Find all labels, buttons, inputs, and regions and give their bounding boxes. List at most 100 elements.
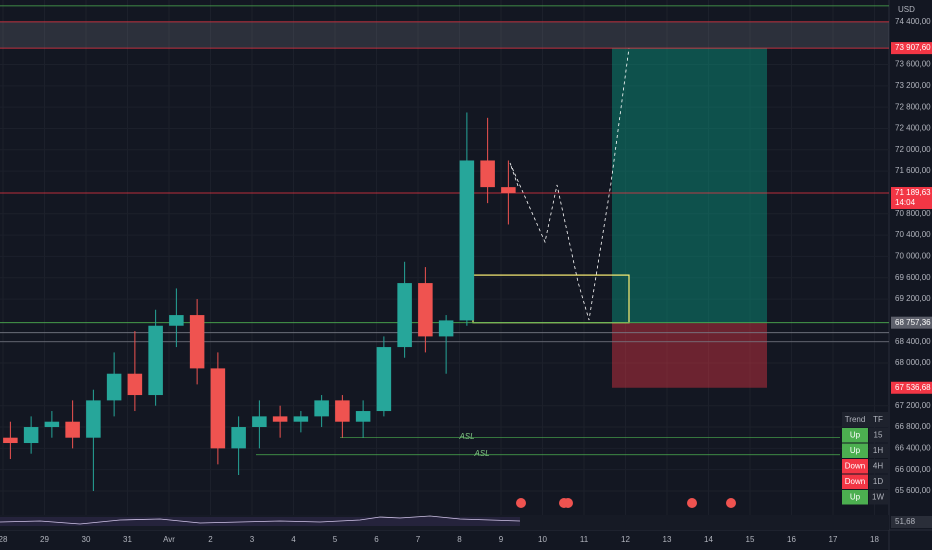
trend-cell — [842, 490, 868, 505]
candle-body — [314, 400, 329, 417]
tf-cell — [869, 490, 888, 505]
table-header: TF — [873, 415, 883, 424]
y-tick-label: 68 400,00 — [895, 337, 931, 346]
y-tick-label: 70 000,00 — [895, 252, 931, 261]
tf-value: 1H — [873, 446, 883, 455]
event-icon — [563, 498, 573, 508]
y-tick-label: 74 400,00 — [895, 17, 931, 26]
x-tick-label: 28 — [0, 535, 8, 544]
y-tick-label: 65 600,00 — [895, 486, 931, 495]
event-icon — [726, 498, 736, 508]
candle-body — [148, 325, 163, 396]
candle-body — [418, 283, 433, 337]
trend-cell — [842, 428, 868, 443]
price-tag — [891, 316, 932, 329]
y-tick-label: 69 600,00 — [895, 273, 931, 282]
x-tick-label: 5 — [333, 535, 338, 544]
candle-body — [23, 427, 39, 444]
x-tick-label: 8 — [457, 535, 462, 544]
candle-body — [65, 421, 80, 438]
price-tag-time: 14:04 — [895, 198, 916, 207]
tf-cell — [869, 428, 888, 443]
price-tag — [891, 42, 932, 55]
asl-label: ASL — [473, 449, 489, 458]
x-tick-label: 31 — [123, 535, 132, 544]
candle-body — [3, 437, 18, 444]
tf-cell — [869, 474, 888, 489]
trend-value: Down — [845, 477, 865, 486]
candle-body — [293, 416, 309, 422]
y-tick-label: 66 800,00 — [895, 422, 931, 431]
projection-path — [509, 47, 630, 321]
currency-label: USD — [898, 5, 915, 14]
y-tick-label: 67 200,00 — [895, 401, 931, 410]
candle-body — [355, 411, 371, 422]
tf-cell — [869, 459, 888, 474]
x-tick-label: 14 — [704, 535, 713, 544]
trend-cell — [842, 443, 868, 458]
x-tick-label: 10 — [538, 535, 547, 544]
candle-body — [169, 315, 184, 326]
candle-body — [272, 416, 288, 422]
tf-value: 15 — [874, 430, 883, 439]
x-tick-label: 2 — [208, 535, 213, 544]
position-target — [612, 48, 767, 323]
x-tick-label: 18 — [870, 535, 879, 544]
y-tick-label: 72 800,00 — [895, 102, 931, 111]
trend-value: Up — [850, 446, 861, 455]
price-tag-label: 73 907,60 — [895, 43, 931, 52]
x-tick-label: 3 — [250, 535, 255, 544]
y-tick-label: 68 000,00 — [895, 358, 931, 367]
candle-body — [480, 160, 495, 188]
event-icon — [516, 498, 526, 508]
position-stop — [612, 322, 767, 388]
price-tag — [891, 187, 932, 210]
x-tick-label: 7 — [416, 535, 421, 544]
price-tag-label: 68 757,36 — [895, 318, 931, 327]
y-tick-label: 71 600,00 — [895, 166, 931, 175]
x-tick-label: 17 — [829, 535, 838, 544]
trend-value: Down — [845, 461, 865, 470]
price-tag — [891, 381, 932, 394]
trend-cell — [842, 459, 868, 474]
candle-body — [210, 368, 226, 449]
rsi-line — [0, 515, 521, 525]
tf-value: 1W — [872, 492, 884, 501]
candle-body — [397, 283, 412, 348]
x-tick-label: 12 — [621, 535, 630, 544]
candle-body — [106, 373, 122, 401]
resistance-band — [0, 21, 889, 49]
y-tick-label: 72 400,00 — [895, 124, 931, 133]
candle-body — [376, 347, 392, 412]
x-tick-label: Avr — [163, 535, 175, 544]
candle-body — [189, 315, 205, 369]
x-tick-label: 11 — [580, 535, 589, 544]
price-tag-label: 71 189,63 — [895, 188, 931, 197]
y-tick-label: 66 000,00 — [895, 465, 931, 474]
candle-body — [127, 373, 143, 396]
candle-body — [335, 400, 350, 422]
candle-body — [86, 400, 101, 438]
x-tick-label: 30 — [82, 535, 91, 544]
price-tag-label: 67 536,68 — [895, 383, 931, 392]
trend-value: Up — [850, 492, 861, 501]
candle-body — [501, 187, 516, 194]
x-tick-label: 9 — [499, 535, 504, 544]
trend-cell — [842, 474, 868, 489]
table-header: Trend — [845, 415, 866, 424]
x-tick-label: 15 — [746, 535, 755, 544]
candle-body — [438, 320, 454, 337]
candle-body — [459, 160, 475, 321]
x-tick-label: 4 — [291, 535, 296, 544]
rsi-label: 51,68 — [895, 517, 916, 526]
tf-value: 4H — [873, 461, 883, 470]
y-tick-label: 73 200,00 — [895, 81, 931, 90]
tf-value: 1D — [873, 477, 883, 486]
event-icon — [687, 498, 697, 508]
x-tick-label: 6 — [374, 535, 379, 544]
candle-body — [252, 416, 267, 428]
table-header-bg — [842, 412, 888, 428]
tf-cell — [869, 443, 888, 458]
x-tick-label: 13 — [663, 535, 672, 544]
